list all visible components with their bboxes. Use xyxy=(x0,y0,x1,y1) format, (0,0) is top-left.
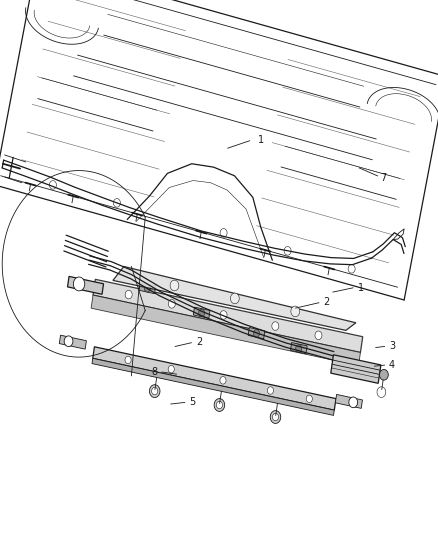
Polygon shape xyxy=(125,290,132,299)
Text: 3: 3 xyxy=(389,342,395,351)
Polygon shape xyxy=(336,394,363,408)
Polygon shape xyxy=(296,345,302,352)
Polygon shape xyxy=(93,279,363,352)
Polygon shape xyxy=(144,285,150,292)
Polygon shape xyxy=(67,277,103,294)
Polygon shape xyxy=(254,329,260,337)
Polygon shape xyxy=(230,293,239,304)
Polygon shape xyxy=(349,397,357,408)
Text: 1: 1 xyxy=(258,135,264,145)
Text: 1: 1 xyxy=(358,283,364,293)
Polygon shape xyxy=(379,369,388,380)
Polygon shape xyxy=(193,307,210,318)
Polygon shape xyxy=(377,387,386,398)
Polygon shape xyxy=(113,266,356,330)
Polygon shape xyxy=(92,358,334,415)
Polygon shape xyxy=(272,322,279,330)
Text: 2: 2 xyxy=(196,337,202,347)
Polygon shape xyxy=(220,311,227,319)
Polygon shape xyxy=(290,343,307,354)
Text: 2: 2 xyxy=(323,297,329,306)
Polygon shape xyxy=(64,336,73,346)
Polygon shape xyxy=(91,295,360,366)
Polygon shape xyxy=(59,335,86,349)
Polygon shape xyxy=(267,387,273,394)
Polygon shape xyxy=(248,327,265,339)
Polygon shape xyxy=(315,331,322,340)
Polygon shape xyxy=(170,280,179,291)
Polygon shape xyxy=(291,306,300,317)
Polygon shape xyxy=(74,277,85,291)
Text: 8: 8 xyxy=(151,367,157,376)
Polygon shape xyxy=(125,356,131,364)
Text: 7: 7 xyxy=(380,173,386,183)
Polygon shape xyxy=(198,309,205,317)
Text: 5: 5 xyxy=(190,398,196,407)
Polygon shape xyxy=(270,410,281,423)
Polygon shape xyxy=(93,347,336,410)
Polygon shape xyxy=(168,366,174,373)
Polygon shape xyxy=(214,399,225,411)
Polygon shape xyxy=(331,355,381,383)
Polygon shape xyxy=(149,385,160,398)
Polygon shape xyxy=(306,395,312,402)
Polygon shape xyxy=(272,413,279,421)
Polygon shape xyxy=(168,300,175,308)
Polygon shape xyxy=(216,401,223,409)
Text: 4: 4 xyxy=(389,360,395,370)
Polygon shape xyxy=(152,387,158,395)
Polygon shape xyxy=(139,282,156,294)
Polygon shape xyxy=(220,377,226,384)
